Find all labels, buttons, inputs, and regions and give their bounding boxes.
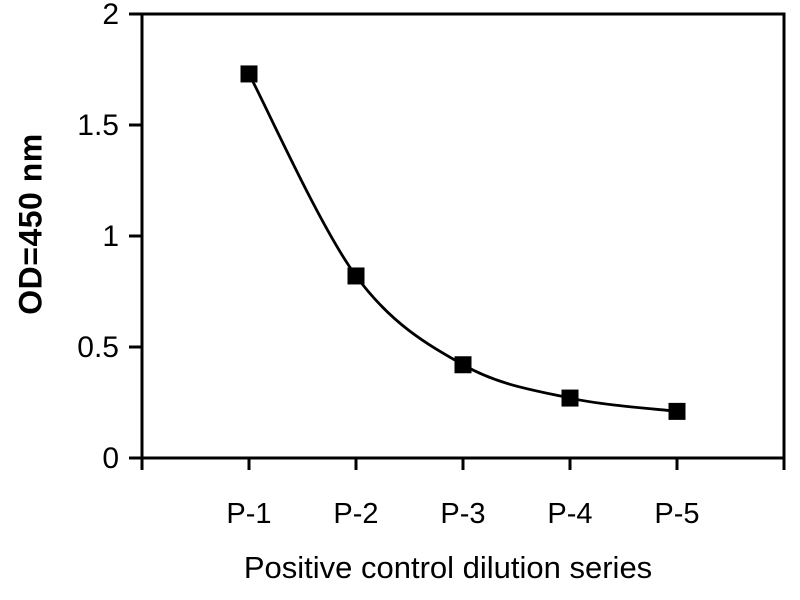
y-tick-label: 2: [102, 0, 119, 31]
plot-border: [140, 12, 786, 460]
data-point-marker: [240, 65, 258, 83]
y-tick-label: 1: [102, 220, 119, 253]
x-tick-label: P-2: [333, 498, 378, 530]
data-point-marker: [561, 389, 579, 407]
x-tick-label: P-1: [226, 498, 271, 530]
data-point-marker: [347, 267, 365, 285]
x-tick-label: P-4: [547, 498, 592, 530]
y-tick-label: 0: [102, 442, 119, 475]
x-tick-label: P-5: [654, 498, 699, 530]
x-tick-label: P-3: [440, 498, 485, 530]
series-line: [247, 72, 679, 413]
x-axis-title: Positive control dilution series: [243, 550, 653, 585]
data-point-marker: [668, 402, 686, 420]
data-point-marker: [454, 356, 472, 374]
y-tick-label: 1.5: [77, 109, 119, 142]
y-tick-label: 0.5: [77, 331, 119, 364]
